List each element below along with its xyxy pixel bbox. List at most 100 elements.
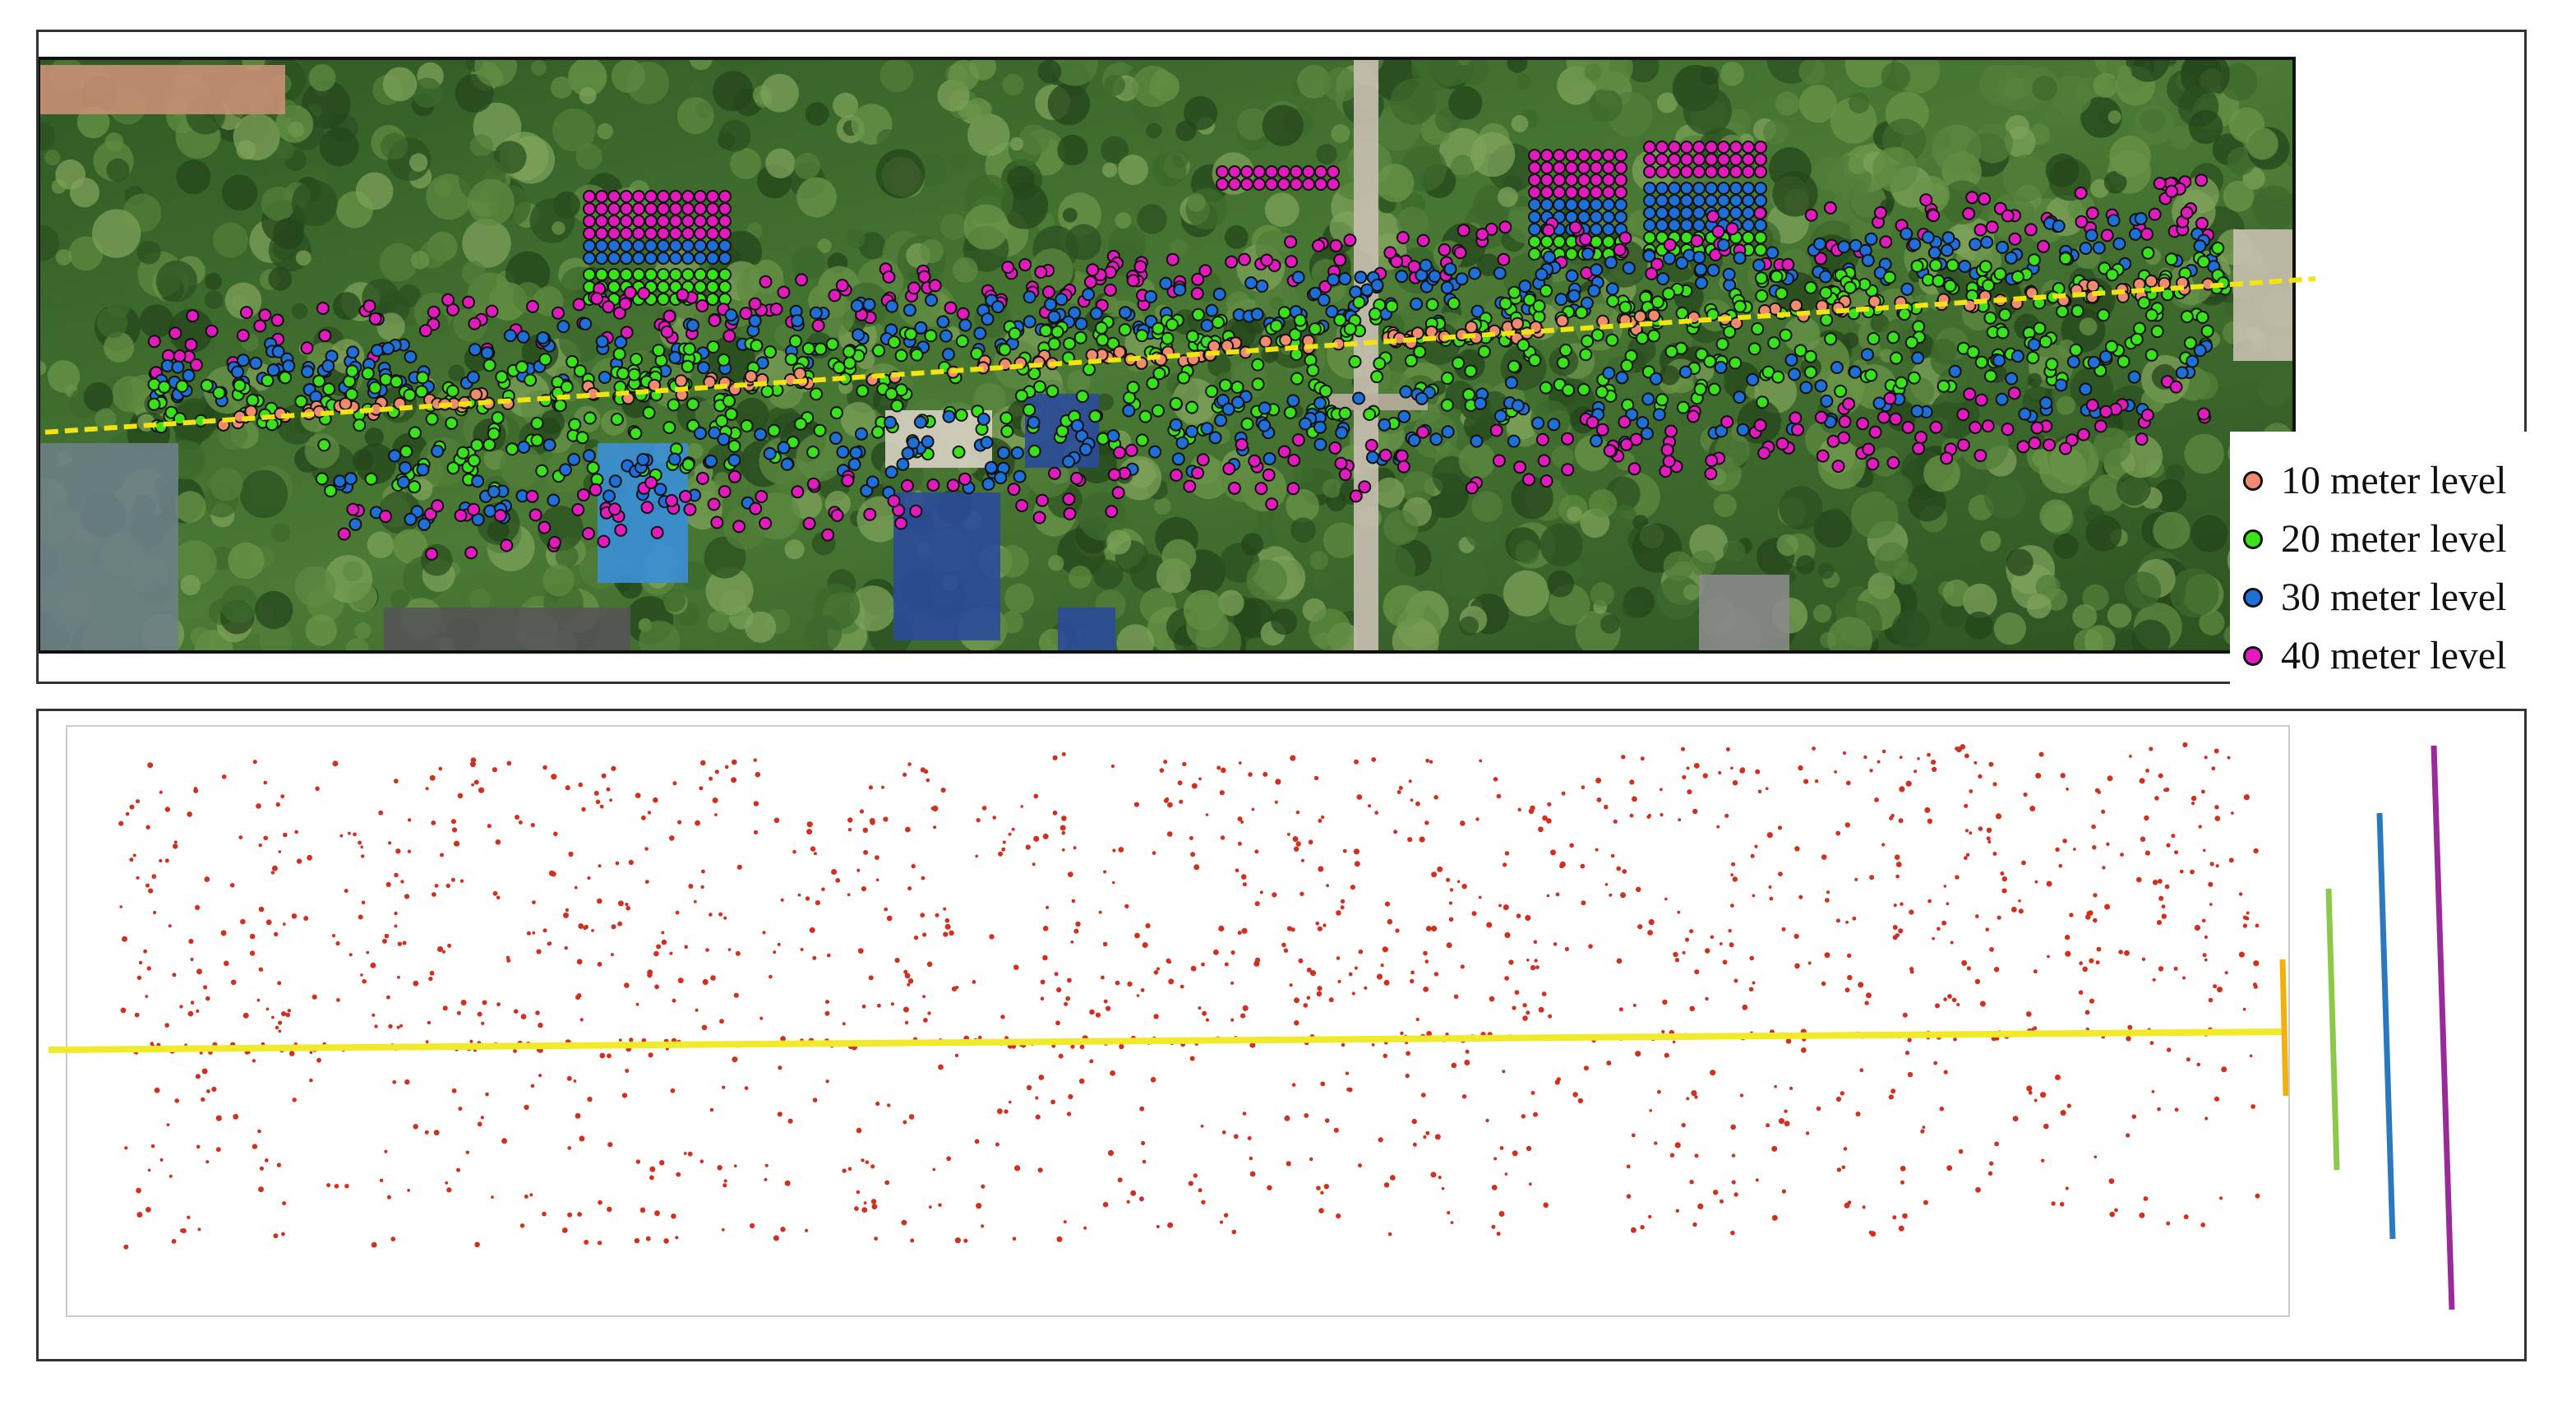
cloud-point-130 [861,1004,866,1009]
cloud-point-1466 [1102,1201,1109,1208]
survey-point-279 [1327,165,1340,178]
survey-point-1586 [446,461,460,475]
cloud-point-210 [1958,1148,1964,1154]
survey-point-1591 [1636,331,1649,345]
cloud-point-1486 [1538,1006,1544,1013]
cloud-point-610 [1978,774,1983,779]
cloud-point-469 [1514,990,1520,995]
cloud-point-399 [1318,866,1324,872]
cloud-point-1034 [903,969,908,974]
cloud-point-670 [1424,820,1429,825]
cloud-point-1055 [1992,852,1997,856]
survey-point-197 [1729,153,1743,166]
cloud-point-217 [429,970,435,976]
cloud-point-801 [1230,1018,1235,1022]
cloud-point-1357 [1013,964,1018,969]
survey-point-637 [1940,243,1954,257]
cloud-point-170 [1038,1075,1045,1080]
survey-point-1650 [2056,304,2069,318]
cloud-point-393 [1254,957,1261,964]
cloud-point-1489 [2161,913,2167,919]
survey-point-1498 [1998,307,2012,321]
survey-point-29 [644,215,658,228]
survey-point-1937 [1831,460,1845,474]
survey-point-299 [1978,192,1992,206]
cloud-point-760 [205,1160,210,1164]
cloud-point-1275 [1504,1172,1508,1176]
cloud-point-301 [450,819,456,825]
survey-point-2113 [1662,455,1676,469]
cloud-point-1331 [735,950,741,956]
survey-point-817 [1468,266,1482,280]
survey-point-115 [1614,149,1627,162]
cloud-point-1113 [2062,839,2067,843]
cloud-point-25 [335,941,340,946]
survey-point-164 [1528,235,1541,248]
cloud-point-501 [926,961,933,968]
survey-point-1210 [147,397,161,411]
survey-point-2108 [1816,449,1830,463]
cloud-point-333 [2228,857,2234,863]
cloud-point-247 [2246,911,2250,915]
survey-point-1136 [998,343,1012,357]
survey-point-127 [1565,173,1578,187]
survey-point-82 [706,268,719,281]
legend-item-10m: 10 meter level [2243,451,2567,510]
cloud-point-119 [1528,1182,1532,1186]
cloud-point-531 [1899,786,1905,793]
cloud-point-1129 [702,978,709,986]
survey-point-1069 [1288,327,1302,341]
cloud-point-1377 [282,922,286,926]
cloud-point-612 [1336,956,1341,960]
survey-point-1773 [913,415,927,429]
survey-point-1612 [1338,406,1352,420]
survey-point-1861 [997,446,1010,460]
cloud-point-1228 [699,1159,704,1163]
survey-point-687 [1542,250,1556,264]
cloud-point-570 [1754,844,1758,848]
cloud-point-99 [1807,961,1812,965]
survey-point-1842 [884,415,898,429]
survey-point-258 [1742,231,1755,244]
survey-point-1593 [445,416,459,430]
survey-point-50 [607,239,621,252]
cloud-point-922 [1447,1211,1451,1215]
survey-point-1142 [265,418,279,432]
cloud-point-1020 [1546,818,1552,824]
cloud-point-252 [861,1207,868,1213]
cloud-point-727 [1844,822,1850,828]
cloud-point-1427 [2154,796,2159,801]
survey-point-2087 [802,516,816,530]
cloud-point-7 [922,995,926,999]
cloud-point-245 [1622,869,1627,874]
survey-point-1869 [667,452,681,466]
survey-point-921 [1039,324,1053,338]
survey-point-601 [1082,288,1096,302]
survey-point-1097 [1212,316,1225,329]
survey-point-2064 [665,494,679,507]
survey-point-121 [1590,161,1603,174]
cloud-point-39 [989,934,995,940]
cloud-point-637 [146,966,151,971]
survey-point-803 [1089,307,1103,321]
survey-point-1167 [495,370,509,384]
cloud-point-466 [597,898,602,904]
cloud-point-603 [1061,848,1065,852]
cloud-point-1409 [197,1227,201,1232]
cloud-point-641 [1526,1145,1532,1152]
cloud-point-1283 [309,1051,313,1055]
cloud-point-331 [1778,871,1783,876]
cloud-point-1355 [370,962,376,968]
survey-point-1371 [1207,340,1221,354]
cloud-point-517 [1112,848,1116,853]
cloud-point-1225 [1932,936,1936,941]
cloud-point-316 [1616,958,1623,964]
cloud-point-1374 [857,948,864,954]
cloud-point-1095 [520,1014,527,1019]
cloud-point-346 [379,1178,384,1182]
survey-point-34 [706,215,719,228]
survey-point-1888 [2079,382,2093,396]
survey-point-209 [1754,165,1767,178]
survey-point-1924 [344,472,358,486]
cloud-point-940 [1241,927,1248,934]
